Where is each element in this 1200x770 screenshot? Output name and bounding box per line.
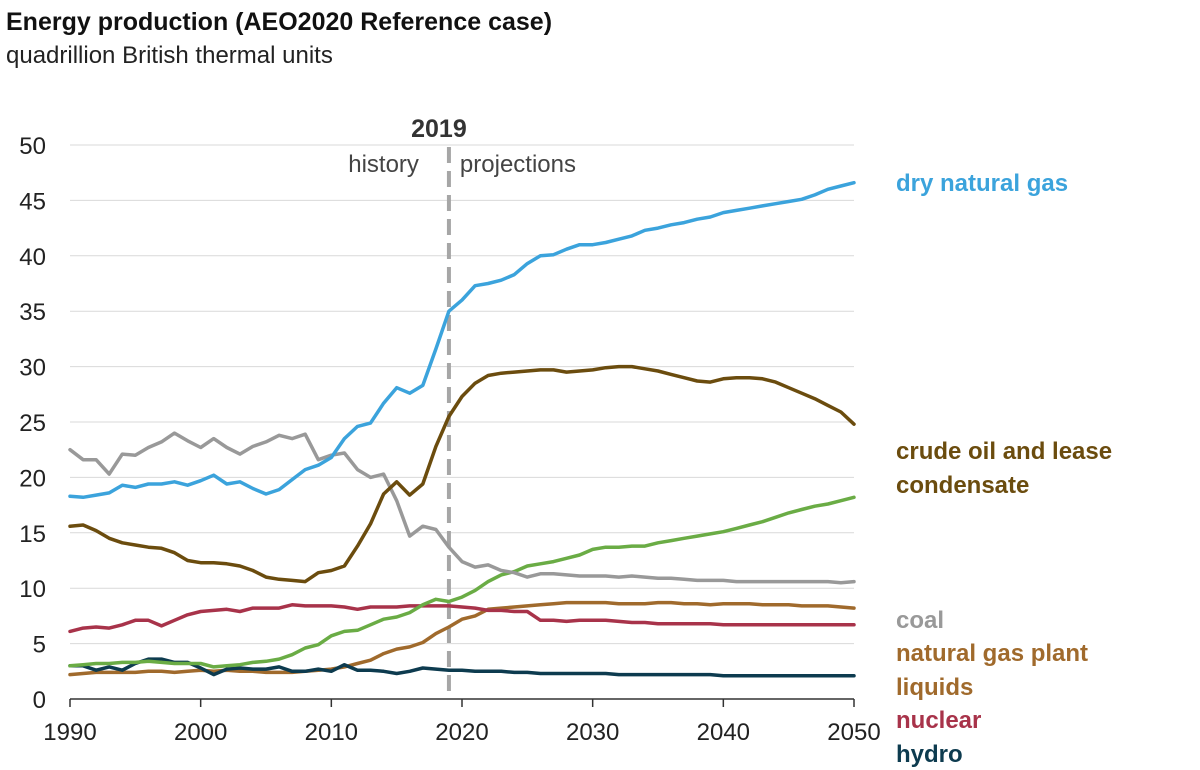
series-line-nuclear <box>68 603 856 634</box>
series-label-natural-gas-plant-liquids: natural gas plant <box>896 640 1088 667</box>
series-labels: dry natural gas crude oil and lease conden… <box>896 170 1112 768</box>
x-tick-label: 2020 <box>435 719 488 746</box>
x-tick-label: 2050 <box>827 719 880 746</box>
series-line-natural-gas-plant-liquids <box>68 600 856 677</box>
y-tick-label: 40 <box>19 244 46 271</box>
projections-label: projections <box>460 151 576 178</box>
series-label-crude-oil-and-lease-condensate: condensate <box>896 472 1029 499</box>
history-label: history <box>348 151 419 178</box>
x-tick-label: 2010 <box>305 719 358 746</box>
series-label-crude-oil-and-lease-condensate: crude oil and lease <box>896 438 1112 465</box>
y-tick-label: 20 <box>19 465 46 492</box>
x-axis-ticks: 1990 2000 2010 2020 2030 2040 2050 <box>43 699 881 746</box>
y-tick-label: 10 <box>19 576 46 603</box>
y-tick-label: 0 <box>33 687 46 714</box>
y-tick-label: 50 <box>19 133 46 160</box>
series-label-nuclear: nuclear <box>896 707 981 734</box>
gridlines <box>70 144 854 645</box>
series-lines <box>68 180 856 678</box>
x-tick-label: 2030 <box>566 719 619 746</box>
chart-subtitle: quadrillion British thermal units <box>6 42 333 69</box>
y-tick-label: 30 <box>19 355 46 382</box>
y-tick-label: 45 <box>19 188 46 215</box>
series-line-dry-natural-gas <box>68 180 856 500</box>
x-tick-label: 1990 <box>43 719 96 746</box>
y-tick-label: 25 <box>19 410 46 437</box>
y-tick-label: 5 <box>33 632 46 659</box>
series-label-dry-natural-gas: dry natural gas <box>896 170 1068 197</box>
series-line-hydro <box>68 657 856 678</box>
series-label-natural-gas-plant-liquids: liquids <box>896 674 973 701</box>
series-label-coal: coal <box>896 607 944 634</box>
series-line-unlabeled-green <box>68 495 856 669</box>
x-tick-label: 2040 <box>697 719 750 746</box>
series-label-hydro: hydro <box>896 741 963 768</box>
y-tick-label: 35 <box>19 299 46 326</box>
chart-title: Energy production (AEO2020 Reference cas… <box>6 8 553 36</box>
y-axis-ticks: 0 5 10 15 20 25 30 35 40 45 50 <box>19 133 46 714</box>
series-line-coal <box>68 431 856 585</box>
x-tick-label: 2000 <box>174 719 227 746</box>
y-tick-label: 15 <box>19 521 46 548</box>
series-line-crude-oil-and-lease-condensate <box>68 364 856 584</box>
divider-year-label: 2019 <box>411 115 467 143</box>
